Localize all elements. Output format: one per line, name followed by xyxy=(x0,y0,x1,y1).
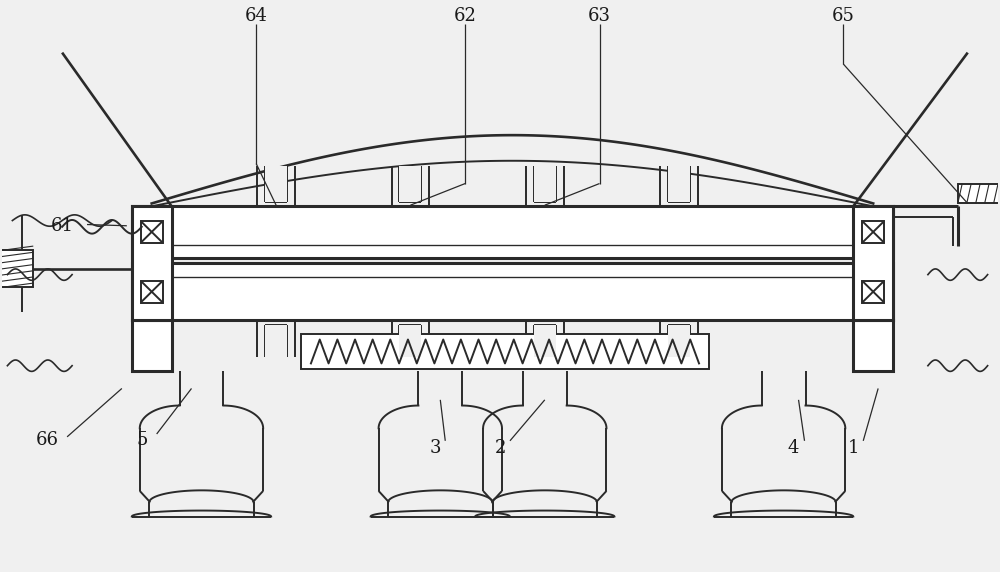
Text: 63: 63 xyxy=(588,7,611,25)
Text: 64: 64 xyxy=(245,7,268,25)
Text: 66: 66 xyxy=(36,431,59,448)
Bar xyxy=(862,221,884,243)
Bar xyxy=(141,221,163,243)
Text: 3: 3 xyxy=(430,439,441,457)
Bar xyxy=(853,206,893,320)
Text: 2: 2 xyxy=(494,439,506,457)
Bar xyxy=(265,166,287,202)
Bar xyxy=(132,206,172,320)
Bar xyxy=(534,166,556,202)
Bar xyxy=(958,184,1000,204)
Text: 65: 65 xyxy=(832,7,855,25)
Bar xyxy=(301,335,709,368)
Bar xyxy=(862,281,884,303)
Text: 61: 61 xyxy=(51,217,74,235)
Bar xyxy=(534,325,556,357)
Text: 4: 4 xyxy=(788,439,799,457)
Bar xyxy=(132,206,893,257)
Text: 1: 1 xyxy=(848,439,859,457)
Bar xyxy=(399,166,421,202)
Bar xyxy=(132,320,172,371)
Bar xyxy=(132,263,893,320)
Bar xyxy=(1,251,33,287)
Bar xyxy=(265,325,287,357)
Text: 62: 62 xyxy=(454,7,477,25)
Text: 5: 5 xyxy=(136,431,147,448)
Bar xyxy=(141,281,163,303)
Bar xyxy=(668,166,690,202)
Bar xyxy=(853,320,893,371)
Bar xyxy=(399,325,421,357)
Bar xyxy=(668,325,690,357)
